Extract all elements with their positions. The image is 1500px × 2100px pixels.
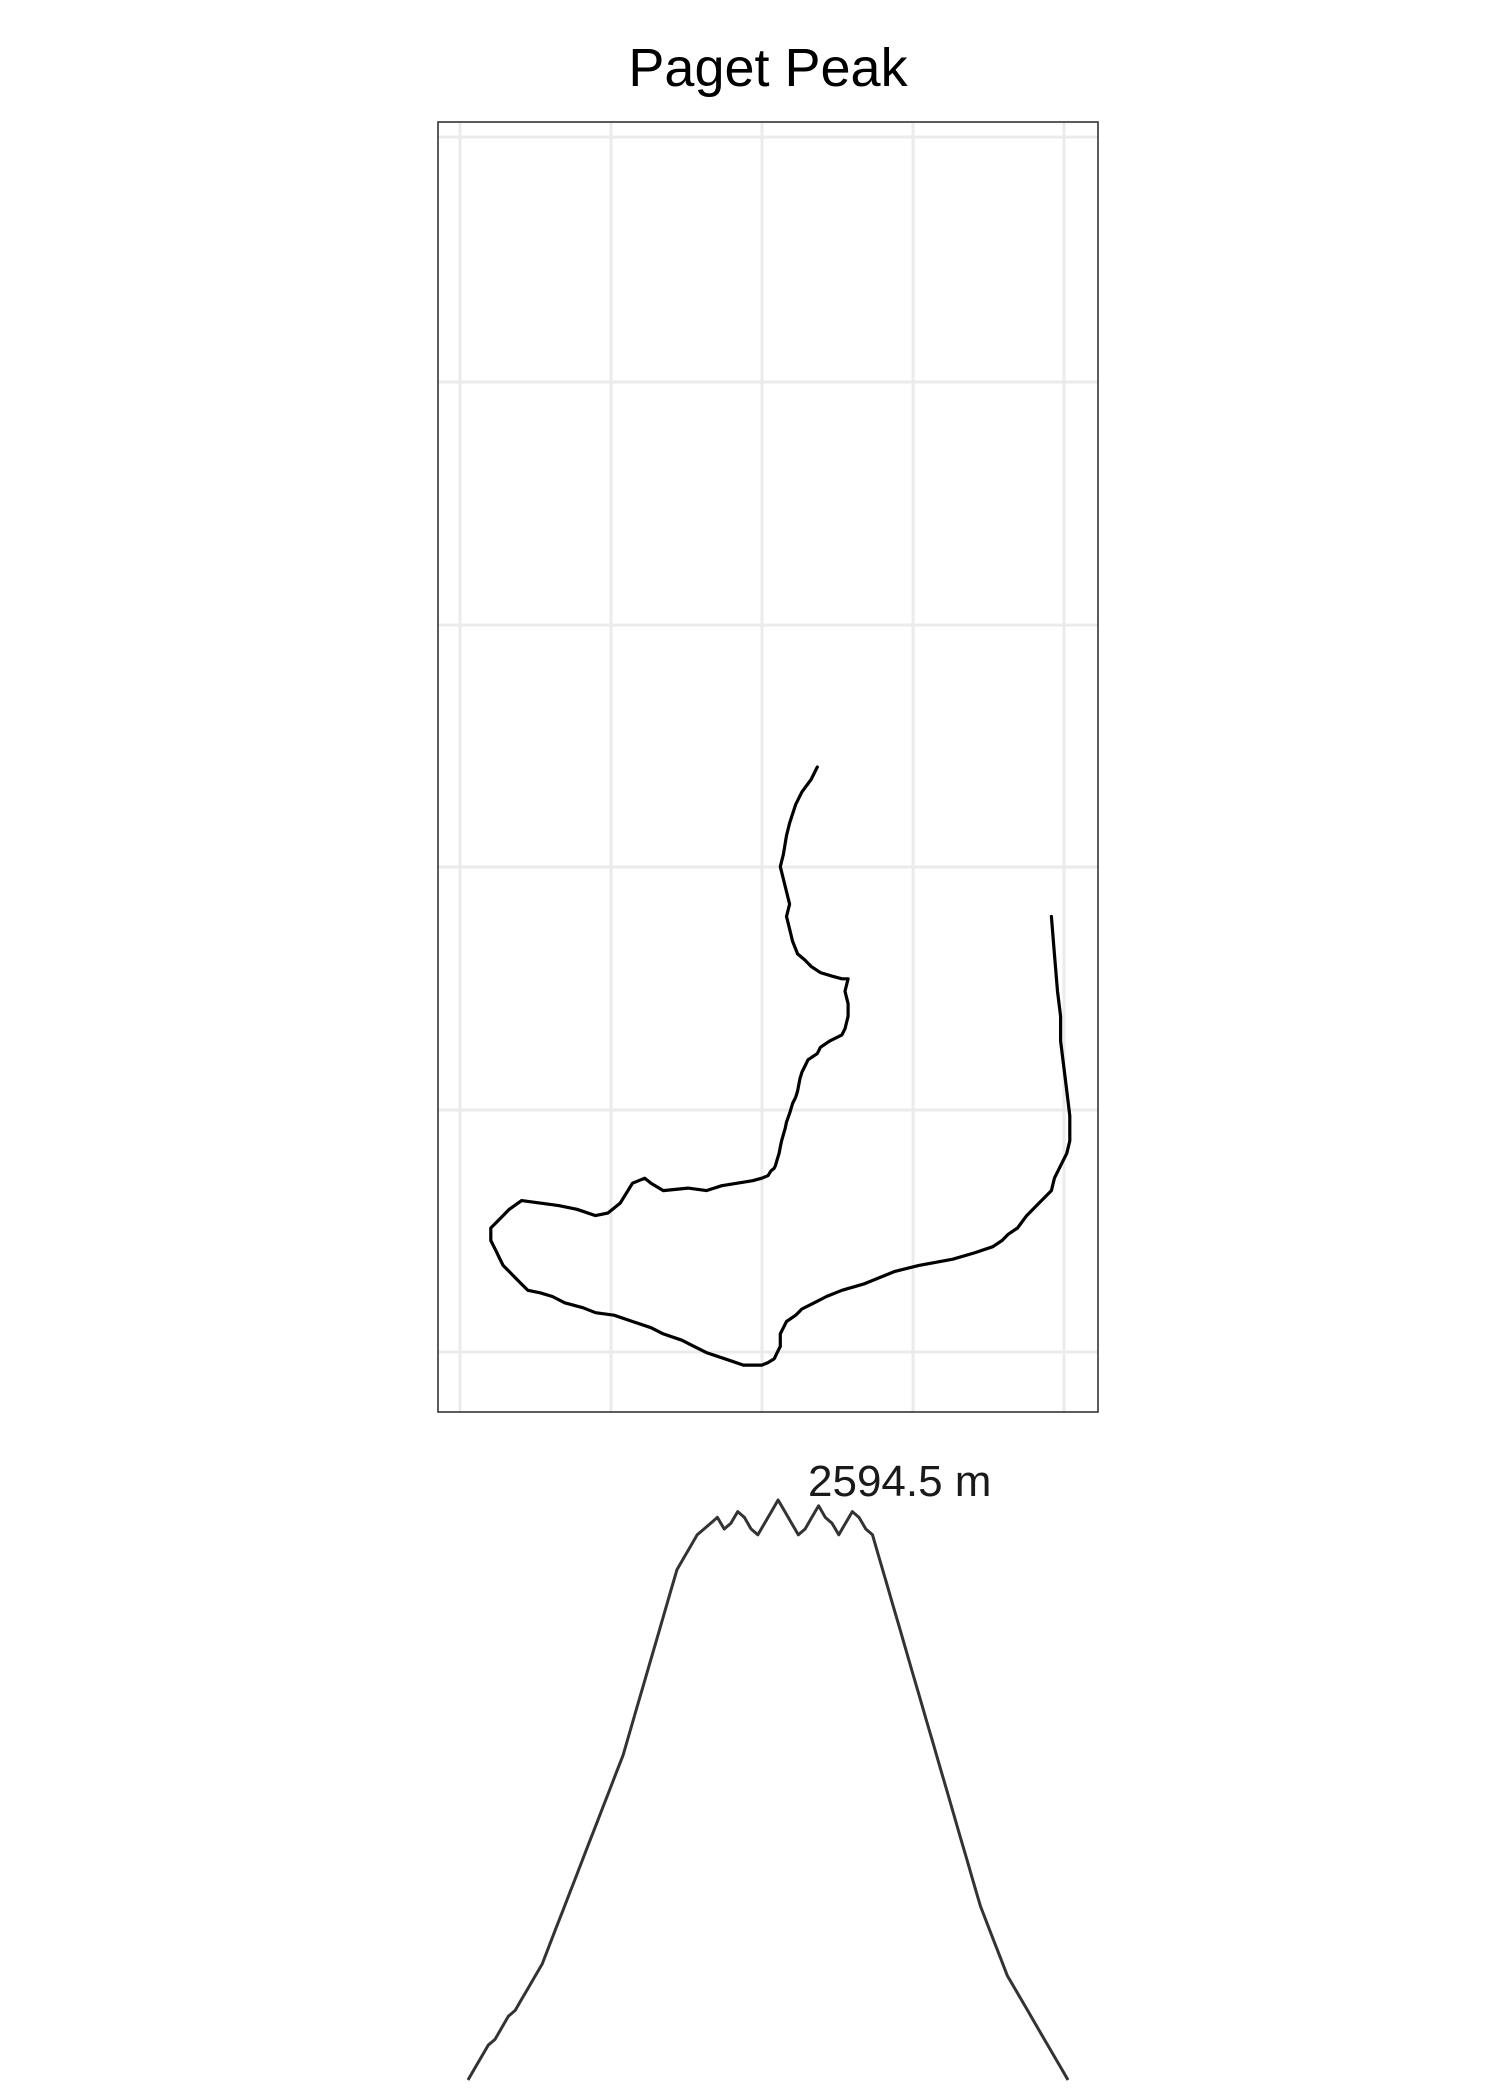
chart-title: Paget Peak	[628, 38, 908, 98]
elevation-profile-panel: 2594.5 m	[466, 1457, 1070, 2081]
map-grid	[438, 122, 1098, 1412]
map-frame	[437, 121, 1099, 1413]
map-background	[438, 122, 1098, 1412]
route-map-panel	[437, 121, 1099, 1413]
route-line	[489, 765, 1072, 1367]
elevation-line	[466, 1498, 1070, 2081]
max-elevation-label: 2594.5 m	[808, 1457, 991, 1506]
